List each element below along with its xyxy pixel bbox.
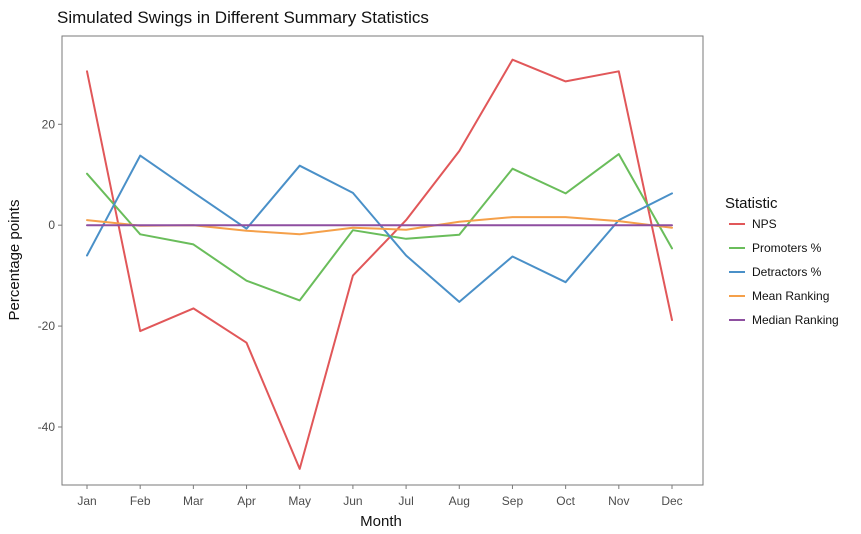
plot-panel <box>61 35 704 486</box>
y-tick-label: -40 <box>38 420 56 434</box>
y-tick-label: 0 <box>48 218 55 232</box>
legend-label: Detractors % <box>752 265 822 279</box>
chart-title: Simulated Swings in Different Summary St… <box>57 8 429 27</box>
x-axis-title: Month <box>360 513 402 530</box>
x-tick-label: Aug <box>449 494 470 508</box>
y-axis-title: Percentage points <box>6 200 23 321</box>
x-tick-label: Apr <box>237 494 256 508</box>
x-tick-label: Dec <box>661 494 682 508</box>
x-tick-label: Oct <box>556 494 575 508</box>
series-line-nps <box>86 58 673 470</box>
x-tick-label: Mar <box>183 494 204 508</box>
x-tick-label: Jun <box>343 494 362 508</box>
x-tick-label: Sep <box>502 494 524 508</box>
series-lines <box>86 58 673 470</box>
x-tick-label: May <box>288 494 311 508</box>
legend-title: Statistic <box>725 195 778 212</box>
legend: Statistic NPS Promoters % Detractors % Mean… <box>725 195 839 327</box>
legend-label: Promoters % <box>752 241 822 255</box>
x-tick-label: Feb <box>130 494 151 508</box>
y-axis: -40 -20 0 20 <box>38 117 62 434</box>
legend-label: Mean Ranking <box>752 289 829 303</box>
x-axis: Jan Feb Mar Apr May Jun Jul Aug Sep Oct Nov Dec <box>77 485 683 508</box>
legend-label: Median Ranking <box>752 313 839 327</box>
y-tick-label: 20 <box>42 117 56 131</box>
x-tick-label: Jul <box>398 494 413 508</box>
y-tick-label: -20 <box>38 319 56 333</box>
series-line-promoters <box>86 153 673 302</box>
x-tick-label: Jan <box>77 494 96 508</box>
legend-label: NPS <box>752 217 777 231</box>
x-tick-label: Nov <box>608 494 629 508</box>
